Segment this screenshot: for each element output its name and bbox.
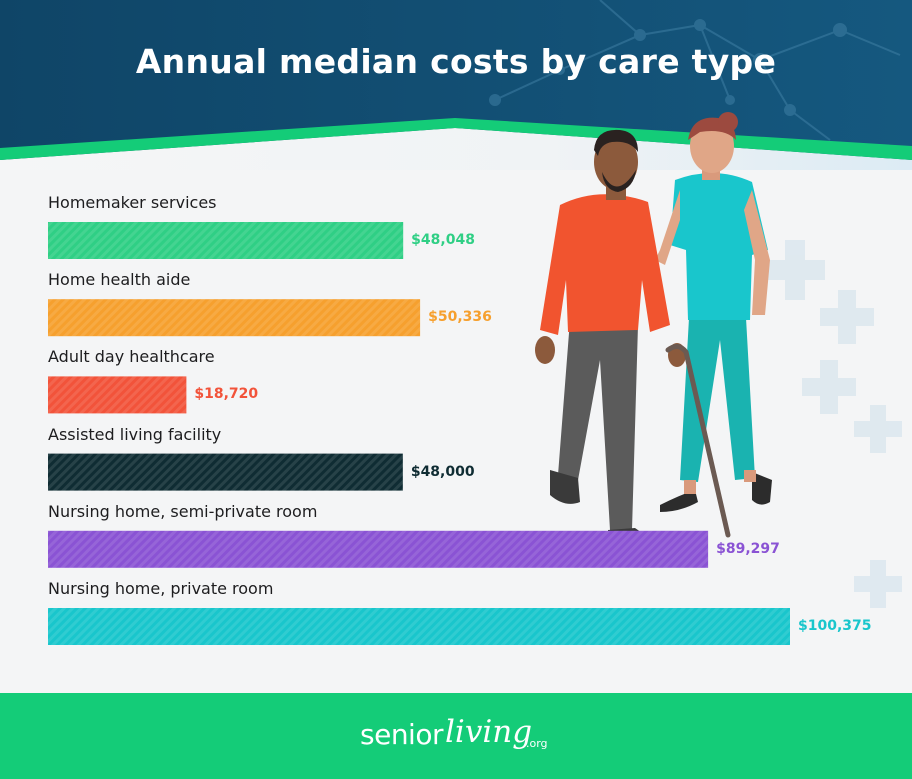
value-label: $100,375 — [798, 618, 872, 634]
value-label: $89,297 — [716, 540, 780, 557]
category-label: Nursing home, private room — [48, 579, 274, 598]
category-label: Homemaker services — [48, 193, 217, 212]
bars-group — [48, 222, 790, 645]
logo-main-text: senior — [360, 718, 443, 751]
bar-texture-2 — [48, 299, 421, 337]
category-label: Nursing home, semi-private room — [48, 501, 318, 521]
value-label: $48,000 — [410, 463, 475, 480]
bar-texture-1 — [48, 222, 404, 259]
background-crosses — [765, 240, 902, 608]
category-label: Adult day healthcare — [48, 347, 215, 367]
chart-title: Annual median costs by care type — [135, 42, 777, 81]
category-label: Home health aide — [48, 270, 191, 290]
bar-texture-5 — [48, 530, 709, 568]
caregiver-figure — [655, 112, 772, 512]
senior-man-figure — [535, 129, 731, 551]
bar-texture-6 — [48, 608, 790, 645]
value-label: $50,336 — [428, 309, 492, 326]
value-label: $18,720 — [194, 386, 259, 403]
value-label: $48,048 — [411, 232, 475, 248]
seniorliving-logo: senior living .org — [360, 714, 560, 760]
category-label: Assisted living facility — [48, 424, 222, 444]
molecule-pattern — [489, 0, 901, 141]
senior-man-with-cane-and-caregiver-illustration — [535, 112, 772, 551]
bar-texture-3 — [48, 376, 187, 414]
logo-suffix-text: .org — [526, 737, 548, 750]
footer-band — [0, 693, 912, 779]
logo-script-text: living — [445, 714, 533, 750]
bar-texture-4 — [48, 453, 403, 491]
